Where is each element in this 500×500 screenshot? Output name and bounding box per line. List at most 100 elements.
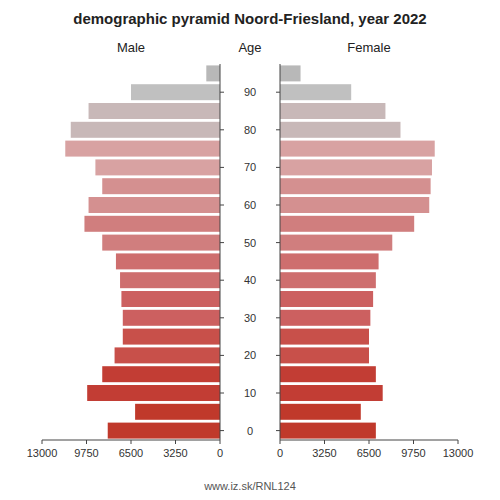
tick: [276, 129, 280, 130]
bar: [87, 385, 220, 401]
tick-label: 70: [244, 161, 256, 173]
bar: [280, 159, 432, 175]
tick-label: 9750: [401, 447, 425, 459]
axis-line: [220, 64, 221, 440]
tick-label: 90: [244, 86, 256, 98]
tick-label: 6500: [357, 447, 381, 459]
bar: [123, 329, 220, 345]
tick: [280, 440, 281, 444]
page: {"chart_data": { "type": "pyramid", "tit…: [0, 0, 500, 500]
tick: [369, 440, 370, 444]
tick: [276, 92, 280, 93]
tick: [276, 205, 280, 206]
bar: [280, 404, 361, 420]
bar: [206, 65, 220, 81]
x-axis: 0 3250 6500 9750 13000: [277, 440, 473, 459]
tick: [42, 440, 43, 444]
tick: [458, 440, 459, 444]
bar: [89, 197, 220, 213]
tick-label: 13000: [443, 447, 474, 459]
bar: [108, 423, 220, 439]
tick: [220, 430, 224, 431]
tick-label: 30: [244, 312, 256, 324]
series-1: [280, 65, 435, 438]
tick: [220, 440, 221, 444]
tick-label: 13000: [27, 447, 58, 459]
title: demographic pyramid Noord-Friesland, yea…: [73, 10, 426, 27]
bar: [71, 122, 220, 138]
bar: [123, 310, 220, 326]
tick: [86, 440, 87, 444]
bar: [65, 141, 220, 157]
tick-label: 6500: [119, 447, 143, 459]
tick-label: 10: [244, 387, 256, 399]
bar: [135, 404, 220, 420]
y-axis: 0 10 20 30 40 50 60 70 80 90: [220, 64, 280, 440]
tick: [324, 440, 325, 444]
tick: [276, 280, 280, 281]
tick-label: 3250: [163, 447, 187, 459]
tick-label: 0: [247, 425, 253, 437]
x-axis: 0 3250 6500 9750 13000: [27, 440, 223, 459]
tick: [220, 355, 224, 356]
tick-label: 50: [244, 237, 256, 249]
axis-line: [280, 64, 281, 440]
series-label: Female: [347, 40, 390, 55]
tick: [220, 167, 224, 168]
tick: [131, 440, 132, 444]
bar: [280, 103, 385, 119]
chart: demographic pyramid Noord-Friesland, yea…: [0, 0, 500, 500]
bar: [280, 366, 376, 382]
bar: [280, 216, 414, 232]
bar: [115, 347, 220, 363]
bar: [95, 159, 220, 175]
tick: [220, 393, 224, 394]
bar: [131, 84, 220, 100]
tick: [276, 430, 280, 431]
bar: [102, 178, 220, 194]
tick-label: 9750: [74, 447, 98, 459]
tick: [220, 129, 224, 130]
bar: [280, 385, 383, 401]
bar: [280, 272, 376, 288]
bar: [121, 291, 220, 307]
series-0: [65, 65, 220, 438]
tick: [276, 317, 280, 318]
tick-label: 40: [244, 274, 256, 286]
series-label: Male: [117, 40, 145, 55]
tick-label: 80: [244, 124, 256, 136]
bar: [89, 103, 220, 119]
tick: [220, 92, 224, 93]
tick: [276, 167, 280, 168]
annotation: www.iz.sk/RNL124: [203, 480, 296, 492]
tick: [175, 440, 176, 444]
bar: [280, 65, 301, 81]
bar: [280, 329, 369, 345]
bar: [280, 178, 431, 194]
tick: [276, 393, 280, 394]
bar: [102, 235, 220, 251]
bar: [84, 216, 220, 232]
bar: [280, 122, 400, 138]
tick: [413, 440, 414, 444]
bar: [280, 310, 370, 326]
bar: [280, 347, 369, 363]
tick: [220, 317, 224, 318]
tick-label: 20: [244, 349, 256, 361]
tick-label: 3250: [312, 447, 336, 459]
bar: [280, 84, 351, 100]
tick-label: 0: [277, 447, 283, 459]
tick: [220, 242, 224, 243]
bar: [120, 272, 220, 288]
tick-label: 60: [244, 199, 256, 211]
bar: [116, 253, 220, 269]
axis-label: Age: [238, 40, 261, 55]
bar: [280, 423, 376, 439]
tick: [276, 242, 280, 243]
bar: [102, 366, 220, 382]
tick: [276, 355, 280, 356]
bar: [280, 197, 429, 213]
tick: [220, 280, 224, 281]
tick-label: 0: [217, 447, 223, 459]
bar: [280, 141, 435, 157]
